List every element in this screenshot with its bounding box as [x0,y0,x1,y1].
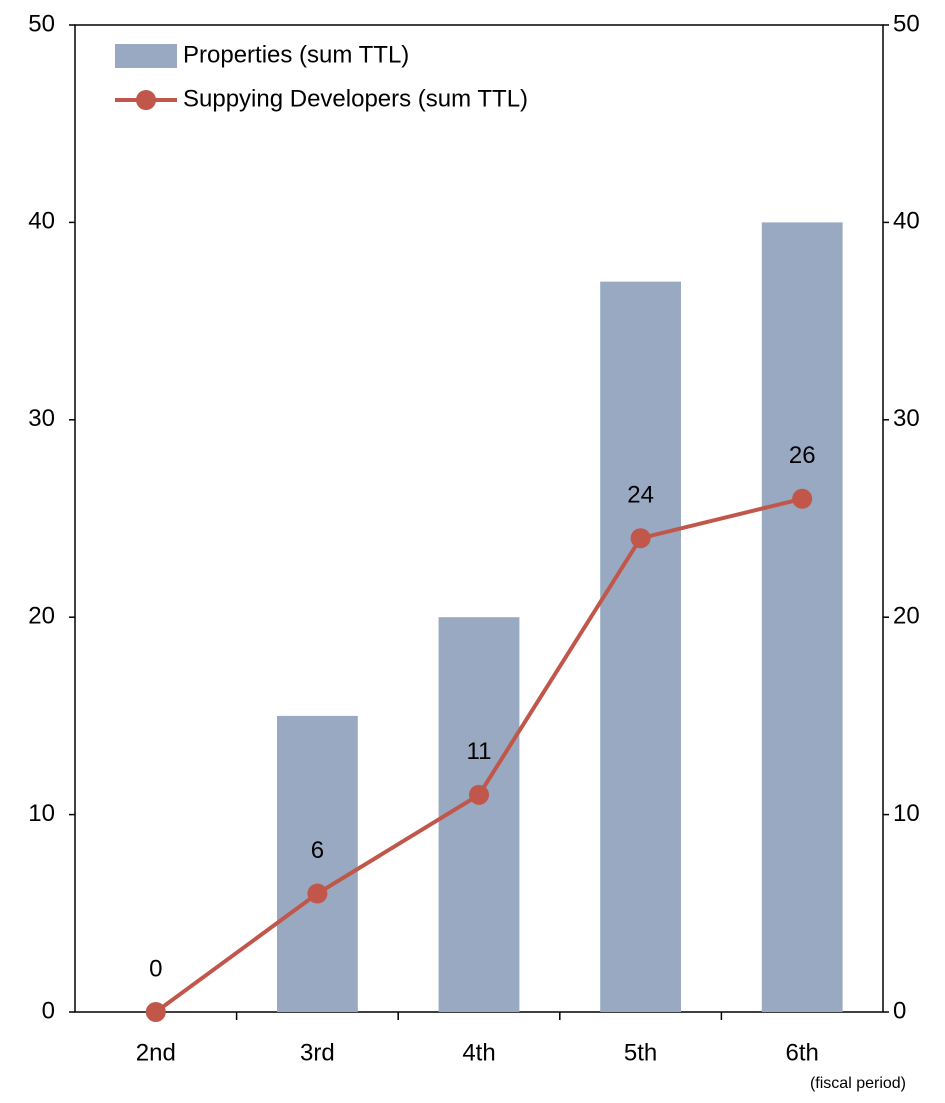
bar [600,281,681,1012]
line-marker [469,784,489,805]
data-label: 11 [467,738,492,765]
x-tick-label: 4th [462,1039,495,1066]
y2-tick-label: 40 [893,208,920,235]
legend-swatch [136,90,156,110]
line-marker [630,528,651,549]
bar [277,715,358,1012]
y2-tick-label: 30 [893,405,920,432]
x-tick-label: 5th [624,1039,657,1066]
x-axis-annotation: (fiscal period) [810,1075,906,1092]
x-tick-label: 2nd [136,1039,176,1066]
legend-label: Suppying Developers (sum TTL) [183,85,528,112]
y2-tick-label: 20 [893,603,920,630]
data-label: 6 [311,837,324,864]
y2-tick-label: 0 [893,997,906,1024]
y-tick-label: 40 [28,208,55,235]
line-marker [307,883,328,904]
data-label: 0 [149,955,162,982]
bar [438,617,520,1012]
x-tick-label: 6th [786,1039,819,1066]
y2-tick-label: 10 [893,800,920,827]
bar [761,222,843,1012]
y-tick-label: 0 [42,997,55,1024]
line-marker [145,1002,166,1022]
y-tick-label: 50 [28,10,55,37]
y-tick-label: 10 [28,800,55,827]
x-tick-label: 3rd [300,1039,335,1066]
legend-label: Properties (sum TTL) [183,41,409,68]
y2-tick-label: 50 [893,10,920,37]
y-tick-label: 20 [28,603,55,630]
line-marker [792,488,813,509]
y-tick-label: 30 [28,405,55,432]
data-label: 26 [789,442,816,469]
legend-swatch [115,44,177,68]
data-label: 24 [627,482,654,509]
